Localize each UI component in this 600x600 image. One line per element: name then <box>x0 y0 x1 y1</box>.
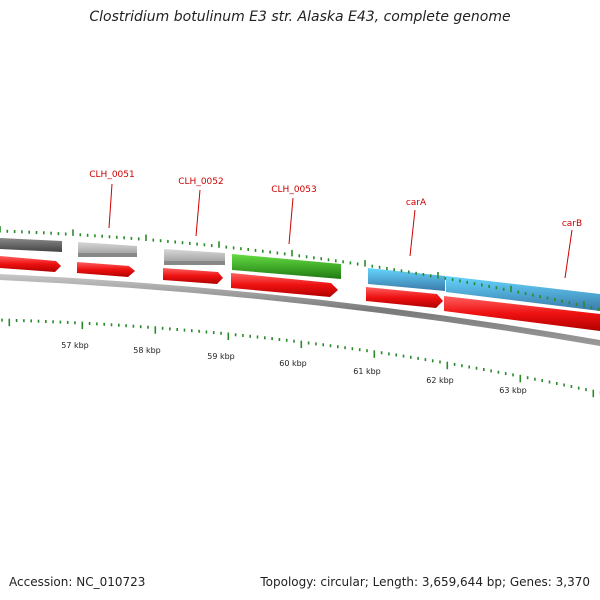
cds-arrow[interactable] <box>163 268 223 284</box>
gene-shadow <box>164 261 225 265</box>
cds-arrow[interactable] <box>0 256 61 272</box>
cds-arrow[interactable] <box>366 287 443 308</box>
map-title: Clostridium botulinum E3 str. Alaska E43… <box>89 9 511 25</box>
gene-feature-CLH_0051[interactable] <box>78 242 137 256</box>
cds-arrow[interactable] <box>231 273 338 297</box>
gene-label-leaders <box>108 183 573 279</box>
scale-label-58: 58 kbp <box>133 346 161 355</box>
cds-arrow[interactable] <box>444 296 600 331</box>
gene-feature-carA[interactable] <box>368 268 445 291</box>
cds-strand <box>0 256 600 331</box>
scale-label-60: 60 kbp <box>279 359 307 368</box>
gene-label-carB: carB <box>562 219 582 229</box>
genome-backbone <box>0 274 600 346</box>
scale-label-62: 62 kbp <box>426 376 454 385</box>
scale-label-63: 63 kbp <box>499 386 527 395</box>
scale-label-57: 57 kbp <box>61 341 89 350</box>
cds-arrow[interactable] <box>77 262 135 277</box>
gene-shadow <box>78 253 137 257</box>
gene-feature-CLH_0053[interactable] <box>232 254 341 279</box>
scale-label-59: 59 kbp <box>207 352 235 361</box>
gene-label-CLH_0052: CLH_0052 <box>178 177 223 187</box>
scale-label-61: 61 kbp <box>353 367 381 376</box>
gene-feature-dark[interactable] <box>0 238 62 252</box>
gene-label-CLH_0051: CLH_0051 <box>89 170 134 180</box>
gene-label-CLH_0053: CLH_0053 <box>271 185 316 195</box>
upper-tick-track <box>0 226 600 311</box>
genome-summary-text: Topology: circular; Length: 3,659,644 bp… <box>260 575 590 589</box>
gene-label-carA: carA <box>406 198 427 208</box>
gene-feature-CLH_0052[interactable] <box>164 249 225 264</box>
scale-tick-track <box>1 318 600 398</box>
accession-text: Accession: NC_010723 <box>9 575 146 589</box>
